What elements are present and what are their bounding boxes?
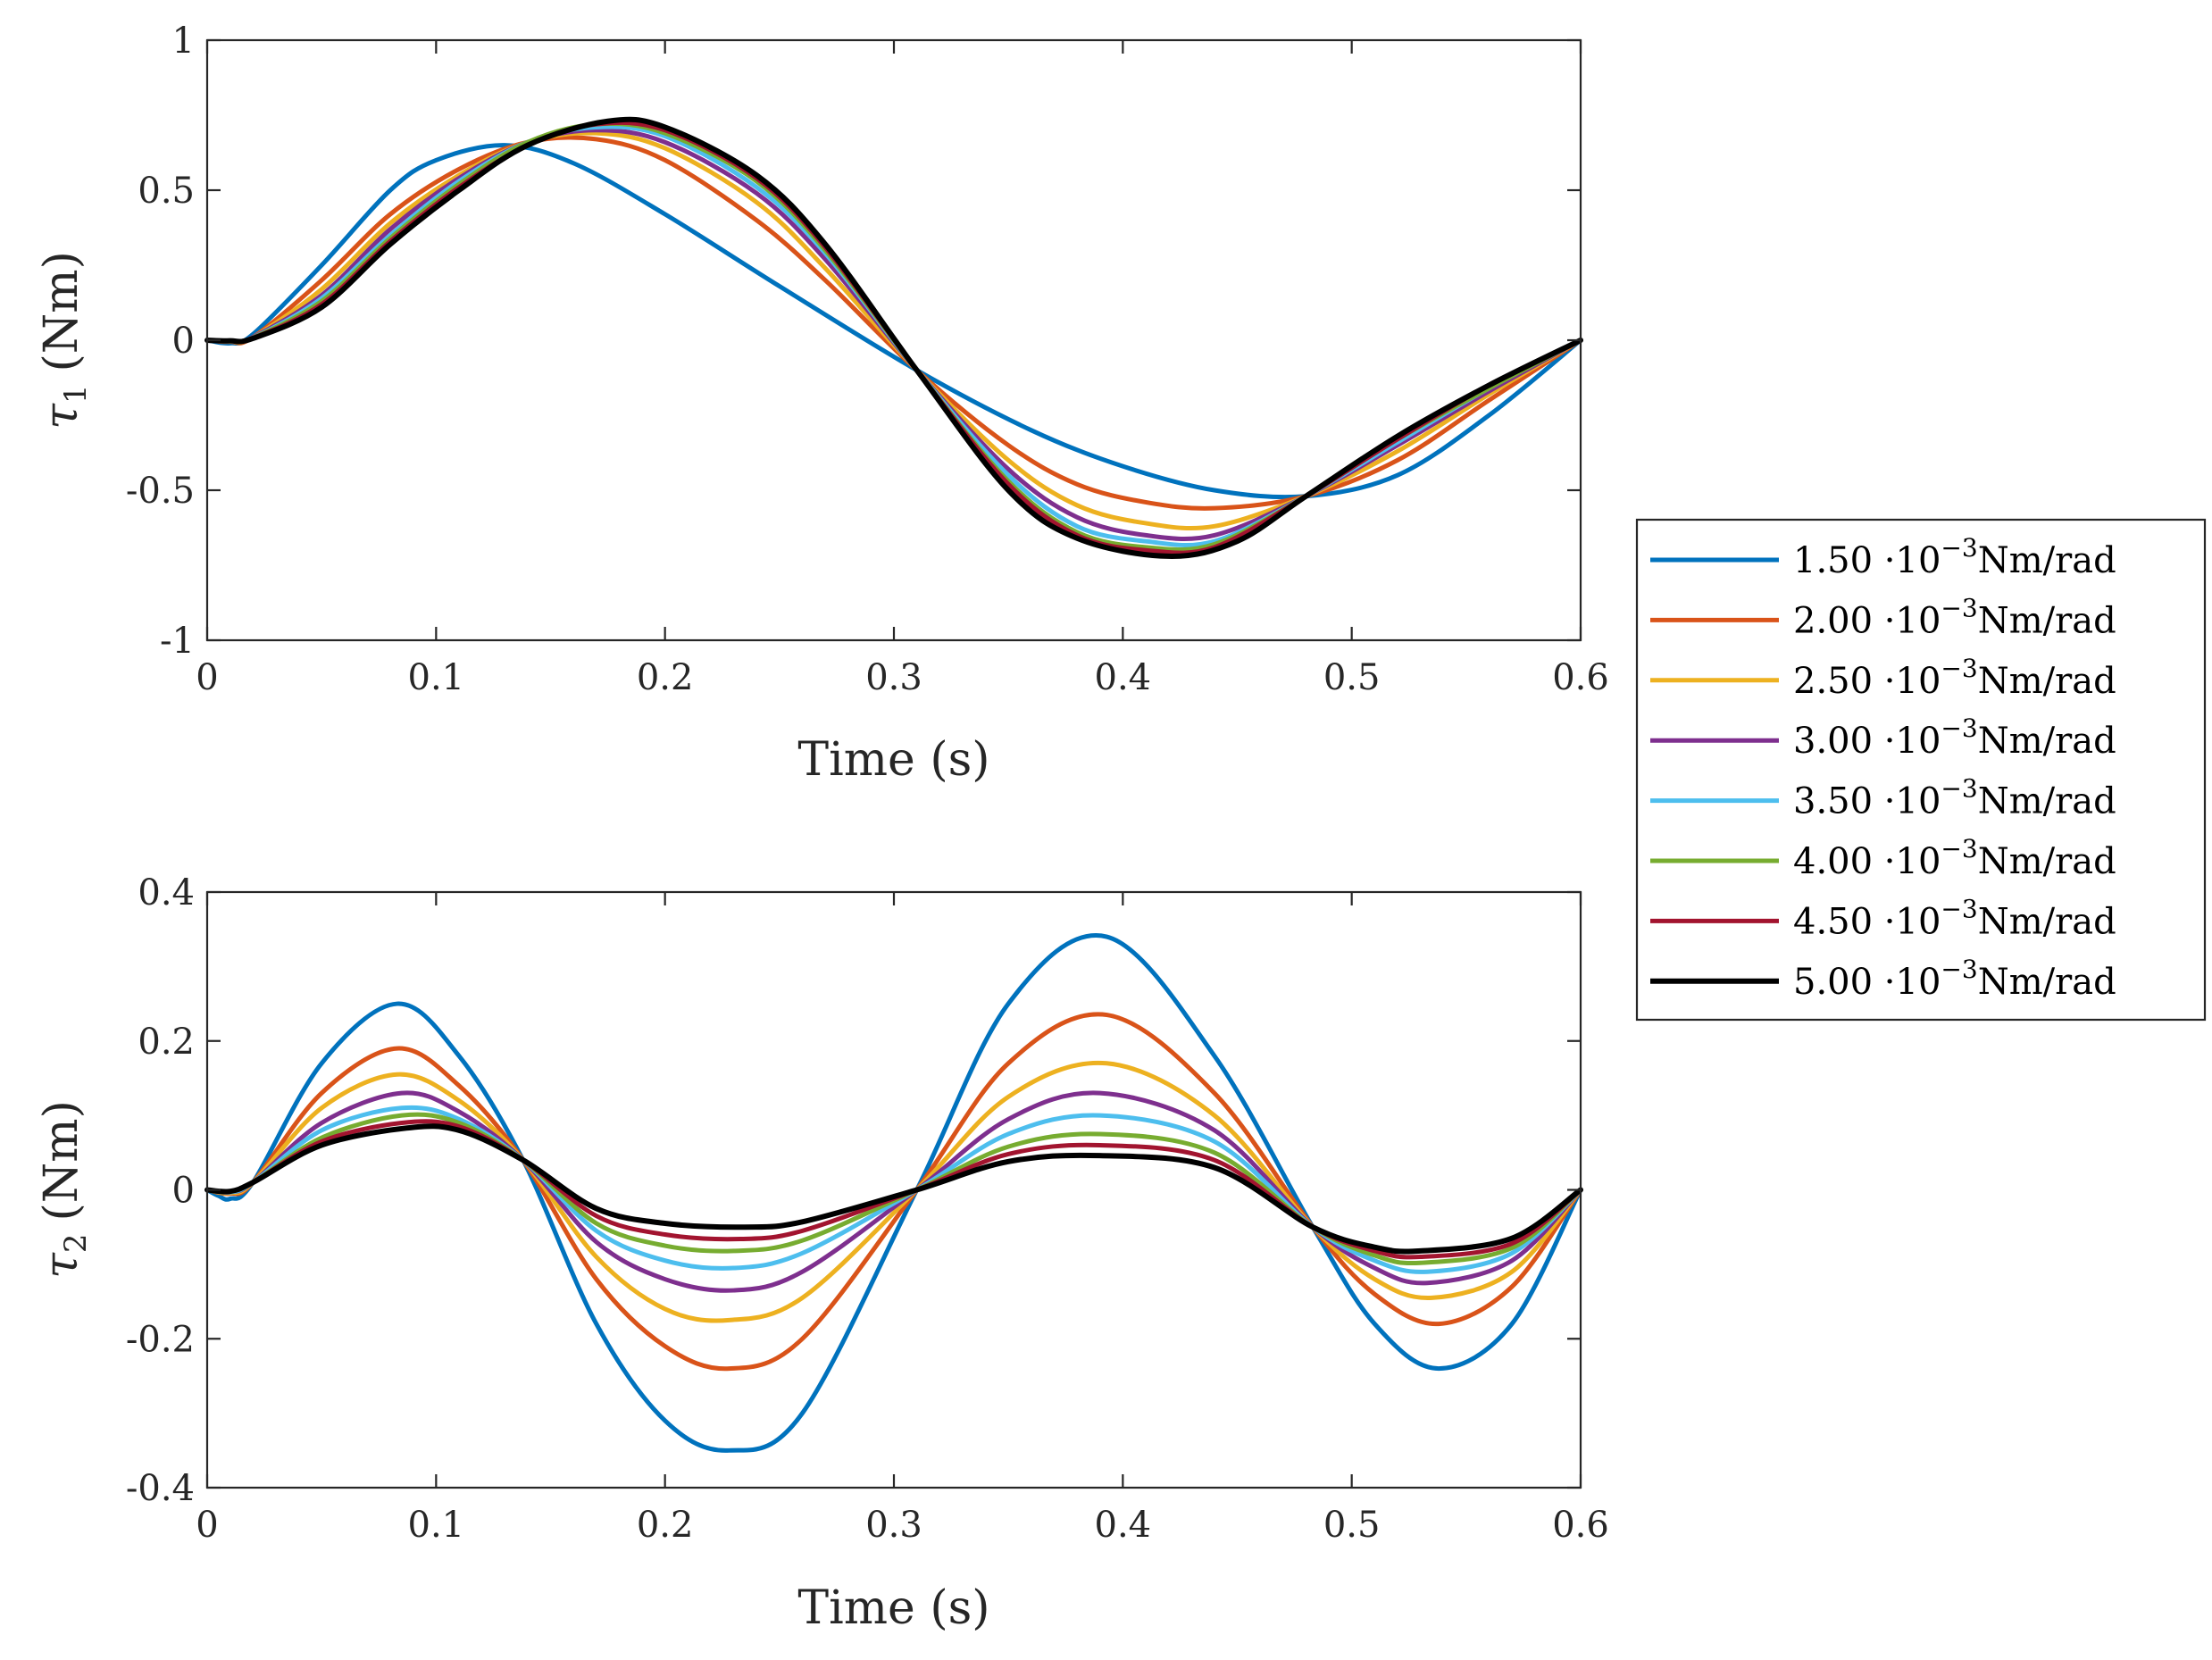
bottom-series-4.00-line	[205, 1112, 1583, 1266]
legend-label: 3.00 ·10−3Nm/rad	[1793, 713, 2116, 762]
legend-entry: 5.00 ·10−3Nm/rad	[1650, 955, 2116, 1003]
legend-entry: 3.00 ·10−3Nm/rad	[1650, 713, 2116, 762]
top-ytick-label: 1	[172, 21, 195, 62]
bottom-xlabel: Time (s)	[797, 1581, 989, 1635]
bottom-xtick-label: 0	[196, 1505, 218, 1546]
top-ytick-label: 0	[172, 321, 195, 362]
top-xtick-label: 0.5	[1323, 657, 1381, 698]
legend-entry: 3.50 ·10−3Nm/rad	[1650, 774, 2116, 822]
legend-box	[1635, 518, 2207, 1022]
svg-text:τ1(Nm): τ1 (Nm)	[35, 251, 94, 430]
bottom-ytick-label: 0	[172, 1171, 195, 1212]
legend-label: 3.50 ·10−3Nm/rad	[1793, 774, 2116, 822]
top-ylabel-unit: (Nm)	[35, 251, 88, 371]
legend-entry: 4.50 ·10−3Nm/rad	[1650, 894, 2116, 942]
top-ytick-label: 0.5	[138, 171, 195, 212]
top-ytick-label: -0.5	[126, 471, 195, 512]
legend-label: 4.00 ·10−3Nm/rad	[1793, 834, 2116, 882]
bottom-xtick-label: 0.6	[1552, 1505, 1609, 1546]
bottom-ylabel-unit: (Nm)	[35, 1100, 88, 1221]
top-axes: 0 0.1 0.2 0.3 0.4 0.5 0.610.50-0.5-1 Time (s) …	[35, 21, 1609, 787]
legend-entry: 1.50 ·10−3Nm/rad	[1650, 533, 2116, 581]
bottom-series-2.00-line	[205, 1012, 1583, 1372]
bottom-series-4.50-line	[205, 1119, 1583, 1260]
top-ticks-layer: 0 0.1 0.2 0.3 0.4 0.5 0.6 1 0.5 0 -0.5 -1	[126, 21, 1609, 698]
bottom-series-1.50-line	[205, 933, 1583, 1453]
top-xlabel: Time (s)	[797, 733, 989, 787]
legend-entries: 1.50 ·10−3Nm/rad 2.00 ·10−3Nm/rad 2.50 ·10…	[1650, 533, 2116, 1003]
legend-entry: 2.00 ·10−3Nm/rad	[1650, 593, 2116, 641]
bottom-xtick-label: 0.1	[408, 1505, 465, 1546]
bottom-series-5.00-line	[205, 1123, 1583, 1255]
bottom-xtick-label: 0.4	[1095, 1505, 1152, 1546]
top-ylabel-symbol: τ	[35, 403, 88, 430]
top-series-layer	[205, 116, 1583, 559]
top-xtick-label: 0.3	[865, 657, 922, 698]
bottom-xtick-label: 0.2	[637, 1505, 694, 1546]
bottom-ytick-label: -0.2	[126, 1319, 195, 1360]
legend-label: 4.50 ·10−3Nm/rad	[1793, 894, 2116, 942]
top-xtick-label: 0	[196, 657, 218, 698]
bottom-xtick-label: 0.3	[865, 1505, 922, 1546]
top-series-5.00-line	[205, 116, 1583, 559]
legend-label: 5.00 ·10−3Nm/rad	[1793, 955, 2116, 1003]
bottom-series-2.50-line	[205, 1060, 1583, 1323]
bottom-series-3.50-line	[205, 1105, 1583, 1274]
legend-entry: 2.50 ·10−3Nm/rad	[1650, 654, 2116, 702]
bottom-ticks-layer: 0 0.1 0.2 0.3 0.4 0.5 0.6 0.4 0.2 0 -0.2 -0.4	[126, 872, 1609, 1546]
legend-label: 1.50 ·10−3Nm/rad	[1793, 533, 2116, 581]
top-ylabel: τ1 (Nm)	[35, 251, 94, 430]
bottom-ylabel-sub: 2	[58, 1233, 94, 1253]
svg-text:τ2(Nm): τ2 (Nm)	[35, 1100, 94, 1279]
bottom-xtick-label: 0.5	[1323, 1505, 1381, 1546]
bottom-ytick-label: 0.2	[138, 1022, 195, 1063]
top-xtick-label: 0.4	[1095, 657, 1152, 698]
top-ytick-label: -1	[160, 621, 195, 662]
legend-label: 2.00 ·10−3Nm/rad	[1793, 593, 2116, 641]
top-series-1.50-line	[205, 143, 1583, 500]
top-ylabel-sub: 1	[58, 384, 94, 404]
legend: 1.50 ·10−3Nm/rad 2.00 ·10−3Nm/rad 2.50 ·10…	[1635, 518, 2207, 1022]
bottom-series-3.00-line	[205, 1090, 1583, 1293]
bottom-ylabel: τ2 (Nm)	[35, 1100, 94, 1279]
bottom-axes: 0 0.1 0.2 0.3 0.4 0.5 0.6 0.4 0.2 0 -0.2 -0.4 Time …	[35, 872, 1609, 1635]
bottom-ylabel-symbol: τ	[35, 1252, 88, 1279]
bottom-ytick-label: -0.4	[126, 1468, 195, 1509]
top-xtick-label: 0.6	[1552, 657, 1609, 698]
bottom-series-layer	[205, 933, 1583, 1453]
bottom-ytick-label: 0.4	[138, 872, 195, 913]
legend-label: 2.50 ·10−3Nm/rad	[1793, 654, 2116, 702]
top-xtick-label: 0.2	[637, 657, 694, 698]
legend-entry: 4.00 ·10−3Nm/rad	[1650, 834, 2116, 882]
top-xtick-label: 0.1	[408, 657, 465, 698]
